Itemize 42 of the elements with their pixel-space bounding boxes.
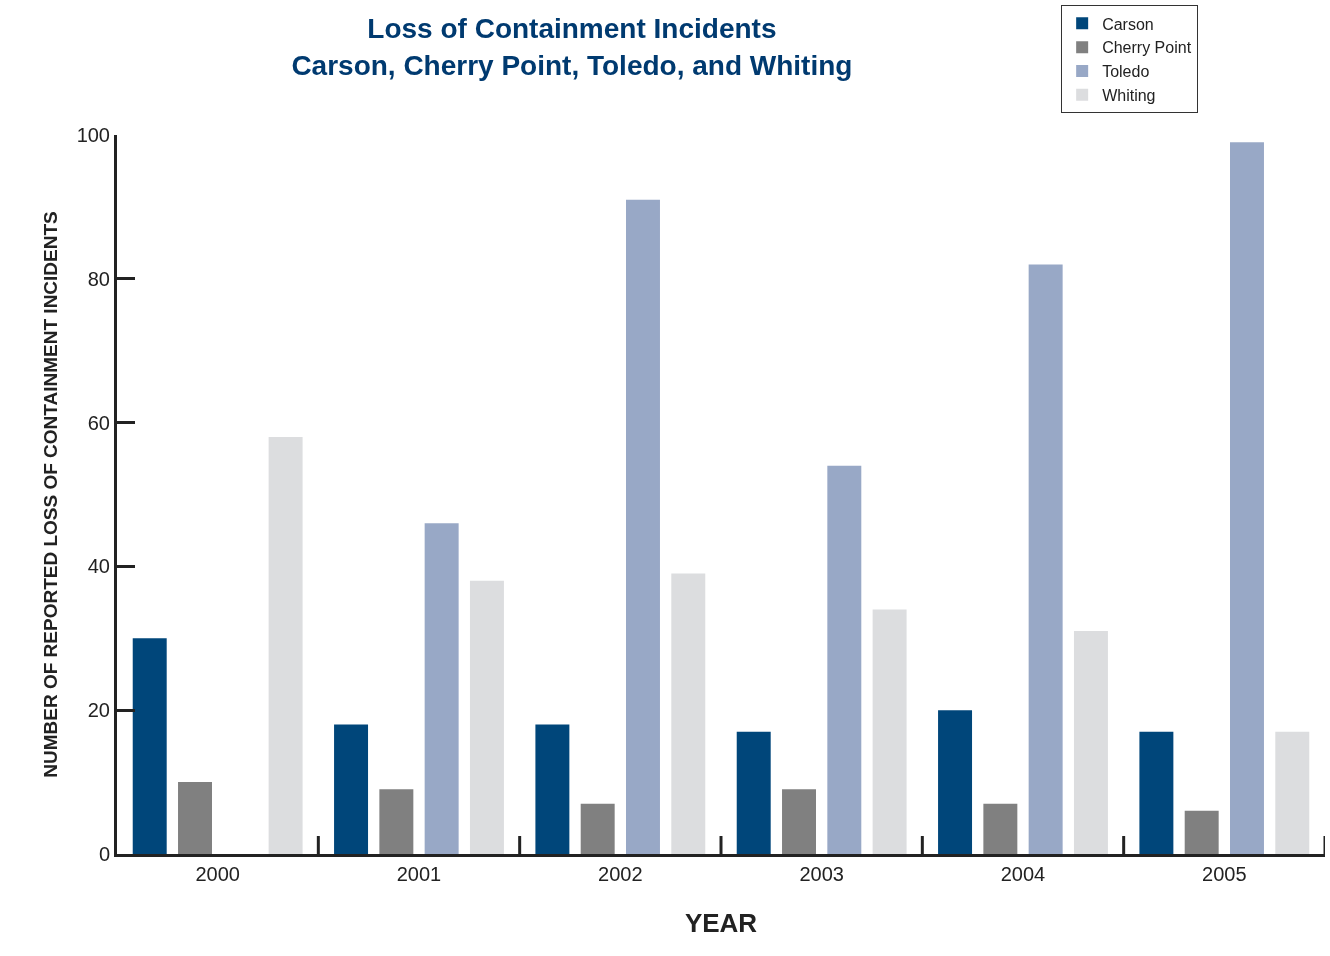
- legend-label: Toledo: [1102, 63, 1150, 81]
- bar: [1275, 731, 1310, 854]
- legend-label: Cherry Point: [1102, 39, 1192, 57]
- legend-label: Carson: [1102, 15, 1154, 33]
- bar: [1028, 264, 1063, 854]
- y-tick-label: 80: [87, 267, 110, 290]
- bar: [469, 580, 504, 854]
- bar: [178, 782, 212, 854]
- bar: [938, 710, 973, 854]
- bar: [671, 573, 706, 854]
- chart-title: Loss of Containment Incidents Carson, Cherry Point, Toledo, and Whiting: [291, 13, 853, 81]
- bar: [268, 436, 303, 854]
- x-tick-label: 2005: [1202, 863, 1247, 885]
- bar: [782, 789, 816, 854]
- legend-label: Whiting: [1102, 86, 1156, 104]
- bar: [580, 803, 615, 854]
- x-axis-title: YEAR: [684, 907, 758, 938]
- x-tick-label: 2001: [396, 863, 442, 885]
- bar: [132, 638, 167, 854]
- y-tick-label: 60: [87, 411, 110, 434]
- bar: [334, 724, 369, 854]
- bar: [872, 609, 907, 854]
- y-tick-label: 40: [87, 555, 110, 578]
- y-tick-label: 20: [87, 699, 110, 722]
- x-tick-label: 2002: [598, 863, 643, 885]
- bar: [626, 199, 660, 854]
- x-tick-label: 2004: [1000, 863, 1046, 885]
- bar: [1139, 731, 1174, 854]
- bar: [827, 465, 862, 854]
- bar: [1184, 810, 1219, 854]
- bar: [535, 724, 570, 854]
- bar: [983, 803, 1018, 854]
- bar: [736, 731, 771, 854]
- y-axis-title: NUMBER OF REPORTED LOSS OF CONTAINMENT INCIDENTS: [40, 211, 62, 778]
- x-tick-label: 2003: [799, 863, 844, 885]
- bar: [379, 789, 414, 854]
- bar: [1073, 631, 1108, 854]
- y-tick-label: 100: [76, 124, 110, 146]
- y-tick-label: 0: [98, 843, 110, 865]
- bar: [1230, 142, 1264, 854]
- bar: [424, 523, 459, 854]
- x-tick-label: 2000: [195, 863, 240, 885]
